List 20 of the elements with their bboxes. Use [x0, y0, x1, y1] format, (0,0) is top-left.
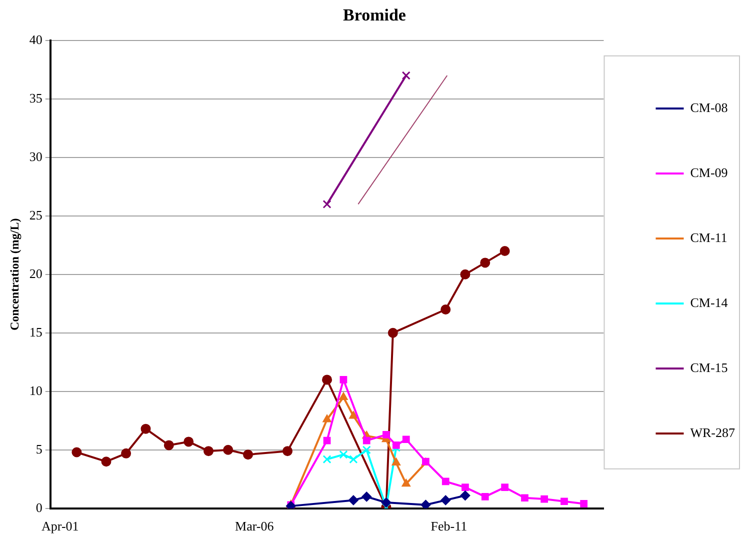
legend-label: CM-08: [690, 100, 728, 115]
legend-label: CM-09: [690, 164, 728, 180]
y-tick-label: 10: [29, 382, 42, 398]
y-tick-label: 15: [29, 324, 42, 340]
legend-label: CM-14: [690, 294, 728, 310]
y-tick-label: 20: [29, 266, 42, 281]
legend-label: CM-11: [690, 230, 728, 245]
y-tick-label: 0: [36, 500, 42, 515]
y-axis-title: Concentration (mg/L): [7, 218, 22, 331]
y-tick-label: 30: [29, 148, 42, 164]
x-tick-label: Feb-11: [430, 518, 468, 534]
y-tick-label: 5: [36, 441, 42, 456]
y-tick-label: 40: [29, 32, 42, 47]
chart-title: Bromide: [343, 6, 406, 25]
y-tick-label: 35: [29, 90, 42, 106]
x-tick-label: Apr-01: [41, 518, 79, 534]
x-tick-label: Mar-06: [235, 518, 274, 534]
legend-label: WR-287: [690, 424, 736, 440]
y-tick-label: 25: [29, 207, 42, 222]
legend-label: CM-15: [690, 360, 728, 375]
